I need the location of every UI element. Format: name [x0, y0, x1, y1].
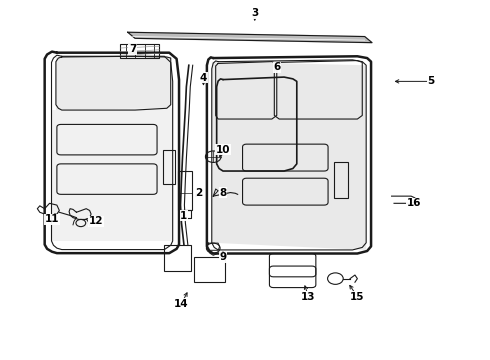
Text: 13: 13 — [301, 292, 316, 302]
Bar — [194, 257, 225, 282]
Text: 11: 11 — [45, 215, 59, 224]
Text: 1: 1 — [180, 211, 188, 221]
Text: 14: 14 — [174, 299, 189, 309]
Text: 2: 2 — [195, 188, 202, 198]
Text: 9: 9 — [220, 252, 226, 262]
Bar — [334, 162, 348, 198]
Polygon shape — [51, 108, 172, 241]
Text: 5: 5 — [427, 76, 434, 86]
Bar — [164, 244, 191, 271]
Text: 7: 7 — [129, 44, 136, 54]
Text: 8: 8 — [220, 188, 227, 198]
Text: 10: 10 — [216, 144, 230, 154]
Polygon shape — [56, 57, 171, 110]
Polygon shape — [212, 62, 366, 250]
Text: 15: 15 — [350, 292, 365, 302]
Text: 6: 6 — [273, 62, 280, 72]
Text: 4: 4 — [200, 73, 207, 83]
Text: 16: 16 — [406, 198, 421, 208]
Bar — [121, 44, 159, 58]
Bar — [177, 171, 192, 211]
Text: 3: 3 — [251, 8, 258, 18]
Bar — [163, 149, 175, 184]
Text: 12: 12 — [89, 216, 103, 226]
Polygon shape — [128, 32, 372, 42]
